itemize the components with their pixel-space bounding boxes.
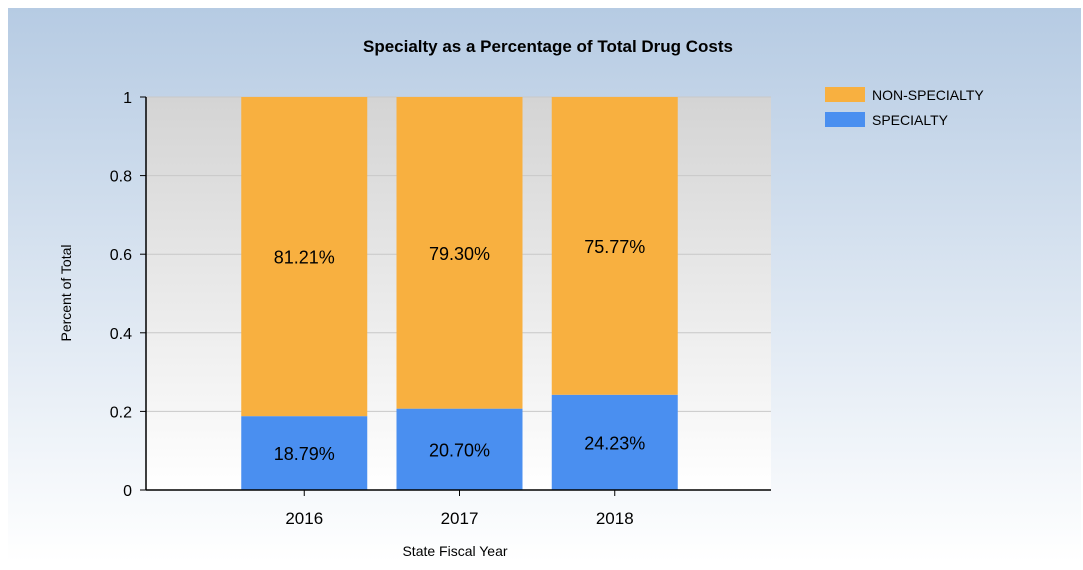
y-tick-label: 0.2 xyxy=(110,404,132,421)
x-tick-label: 2016 xyxy=(285,509,323,528)
legend-swatch-non-specialty xyxy=(825,87,865,102)
bar-non-specialty-2018 xyxy=(551,97,678,395)
bar-specialty-2017 xyxy=(396,408,523,490)
bar-specialty-2016 xyxy=(241,416,368,490)
legend-label-specialty: SPECIALTY xyxy=(872,112,949,128)
x-tick-label: 2018 xyxy=(596,509,634,528)
bar-specialty-2018 xyxy=(551,394,678,490)
x-tick-label: 2017 xyxy=(441,509,479,528)
x-axis-label: State Fiscal Year xyxy=(402,543,507,559)
bar-non-specialty-2017 xyxy=(396,97,523,409)
data-label: 18.79% xyxy=(274,444,335,464)
axes: 0 0.2 0.4 0.6 0.8 1 2016 2017 2018 xyxy=(110,90,771,528)
legend-label-non-specialty: NON-SPECIALTY xyxy=(872,87,984,103)
legend-swatch-specialty xyxy=(825,112,865,127)
y-tick-label: 0 xyxy=(123,483,132,500)
bars: 18.79% 81.21% 20.70% 79.30% 24.23% 75.77% xyxy=(241,97,678,490)
legend: NON-SPECIALTY SPECIALTY xyxy=(825,87,984,128)
y-tick-label: 0.4 xyxy=(110,326,132,343)
y-tick-label: 0.8 xyxy=(110,169,132,186)
data-label: 75.77% xyxy=(584,237,645,257)
y-tick-label: 1 xyxy=(123,90,132,107)
data-label: 79.30% xyxy=(429,244,490,264)
y-tick-label: 0.6 xyxy=(110,247,132,264)
data-label: 81.21% xyxy=(274,248,335,268)
chart-title: Specialty as a Percentage of Total Drug … xyxy=(363,37,733,56)
bar-non-specialty-2016 xyxy=(241,97,368,417)
y-axis-label: Percent of Total xyxy=(58,244,74,341)
data-label: 24.23% xyxy=(584,433,645,453)
data-label: 20.70% xyxy=(429,440,490,460)
